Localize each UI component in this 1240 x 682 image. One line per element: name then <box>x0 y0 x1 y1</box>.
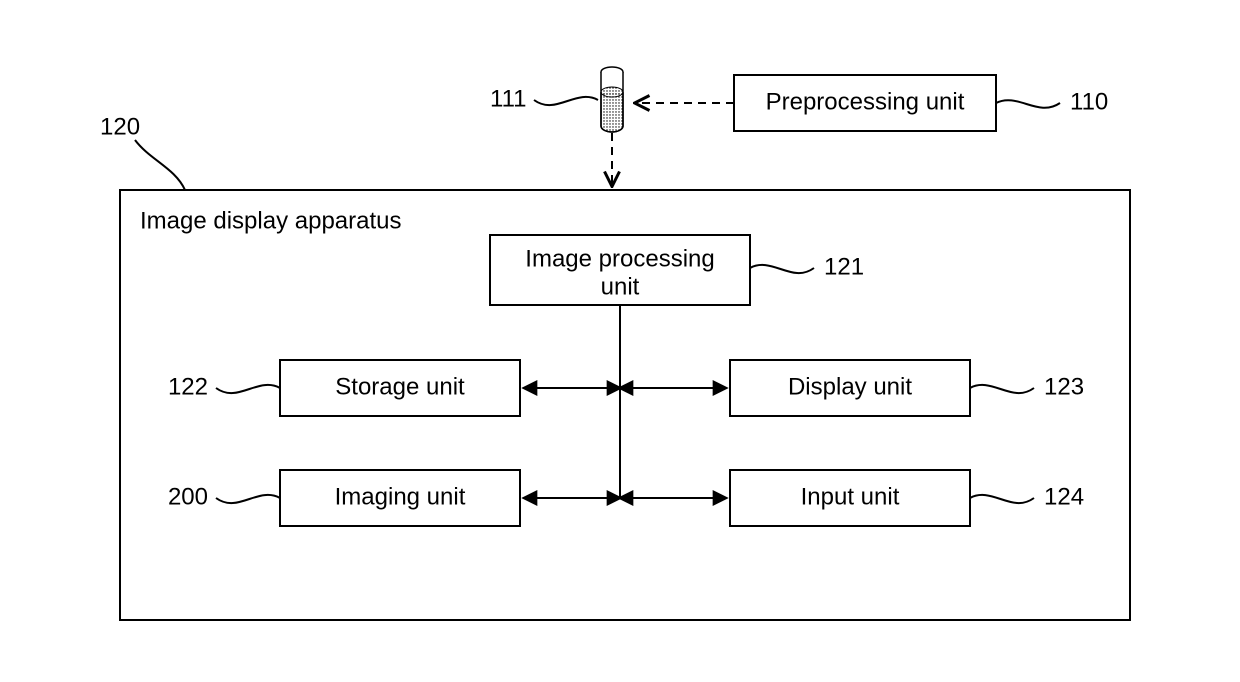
ref-122: 122 <box>168 373 208 400</box>
ref-121: 121 <box>824 253 864 280</box>
ref-123: 123 <box>1044 373 1084 400</box>
leader-111 <box>534 97 598 105</box>
input-label: Input unit <box>801 483 900 510</box>
ref-110: 110 <box>1070 88 1108 115</box>
ref-111: 111 <box>490 85 526 112</box>
imaging-label: Imaging unit <box>335 483 466 510</box>
storage-label: Storage unit <box>335 373 465 400</box>
block-diagram: Image display apparatus Preprocessing un… <box>0 0 1240 682</box>
sample-tube-icon <box>601 67 623 132</box>
ref-200: 200 <box>168 483 208 510</box>
leader-120 <box>135 140 185 190</box>
apparatus-label: Image display apparatus <box>140 207 402 234</box>
leader-110 <box>996 100 1060 108</box>
image-processing-label-l1: Image processing <box>525 245 714 272</box>
display-label: Display unit <box>788 373 912 400</box>
image-processing-label-l2: unit <box>601 273 640 300</box>
ref-124: 124 <box>1044 483 1084 510</box>
preprocessing-label: Preprocessing unit <box>766 88 965 115</box>
ref-120: 120 <box>100 113 140 140</box>
